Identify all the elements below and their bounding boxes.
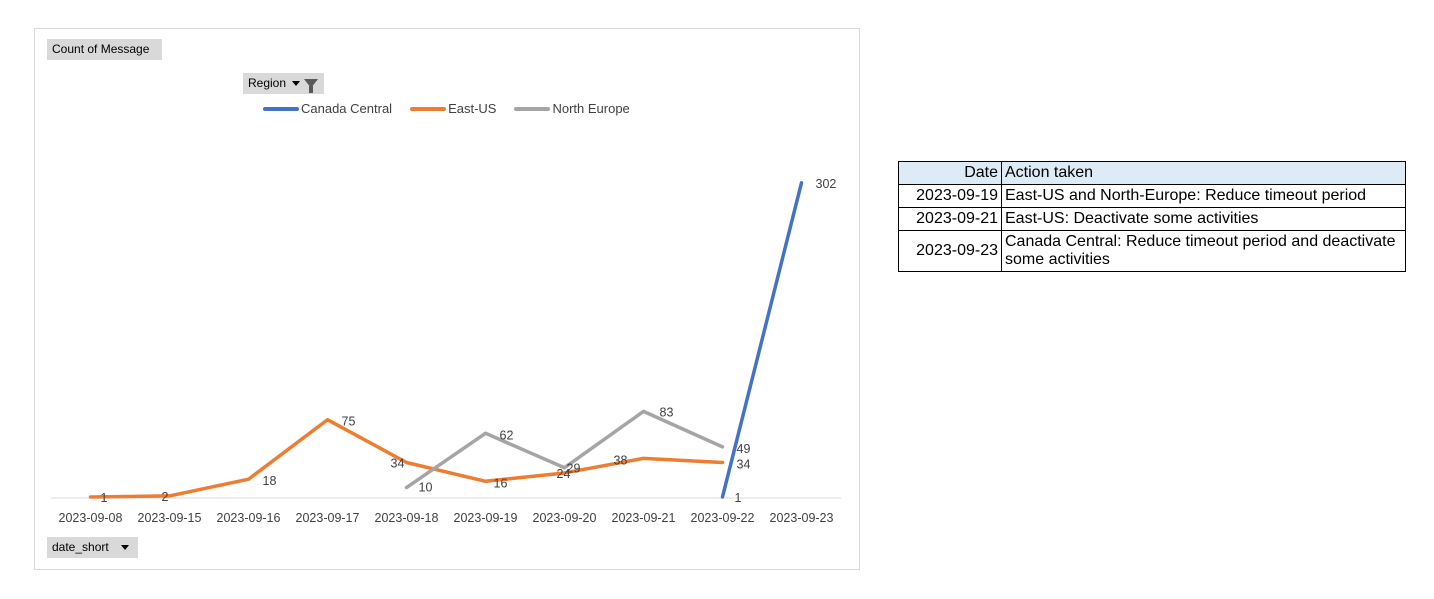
table-row: 2023-09-19 East-US and North-Europe: Red… bbox=[898, 184, 1406, 208]
dropdown-arrow-icon bbox=[120, 545, 129, 550]
legend-swatch bbox=[514, 106, 551, 111]
chart-legend: Canada Central East-US North Europe bbox=[263, 101, 630, 116]
legend-item-north-europe: North Europe bbox=[514, 101, 630, 116]
value-field-button[interactable]: Count of Message bbox=[47, 39, 162, 60]
data-label: 49 bbox=[737, 442, 751, 456]
data-label: 83 bbox=[660, 405, 674, 419]
row-action: Canada Central: Reduce timeout period an… bbox=[1001, 230, 1406, 272]
data-label: 34 bbox=[737, 458, 751, 472]
x-tick-label: 2023-09-08 bbox=[59, 511, 123, 525]
actions-table: Date Action taken 2023-09-19 East-US and… bbox=[898, 161, 1406, 272]
data-label: 10 bbox=[419, 481, 433, 495]
legend-label: Canada Central bbox=[301, 101, 393, 116]
table-header-row: Date Action taken bbox=[898, 161, 1406, 185]
x-tick-label: 2023-09-23 bbox=[770, 511, 834, 525]
data-label: 302 bbox=[816, 177, 837, 191]
series-line-east-us bbox=[88, 417, 725, 499]
data-label: 1 bbox=[735, 491, 742, 505]
x-tick-label: 2023-09-15 bbox=[138, 511, 202, 525]
legend-label: North Europe bbox=[552, 101, 630, 116]
row-action: East-US: Deactivate some activities bbox=[1001, 207, 1406, 231]
row-date: 2023-09-21 bbox=[898, 207, 1002, 231]
x-tick-label: 2023-09-20 bbox=[533, 511, 597, 525]
x-tick-label: 2023-09-19 bbox=[454, 511, 518, 525]
filter-icon bbox=[304, 79, 319, 93]
series-line-canada-central bbox=[720, 181, 804, 499]
x-tick-label: 2023-09-16 bbox=[217, 511, 281, 525]
data-label: 16 bbox=[494, 476, 508, 490]
axis-field-label: date_short bbox=[52, 540, 109, 554]
x-tick-label: 2023-09-21 bbox=[612, 511, 676, 525]
plot-area: 2023-09-08 2023-09-15 2023-09-16 2023-09-17… bbox=[51, 177, 841, 525]
data-label: 38 bbox=[614, 453, 628, 467]
row-date: 2023-09-23 bbox=[898, 230, 1002, 272]
data-label: 34 bbox=[391, 457, 405, 471]
data-label: 62 bbox=[500, 428, 514, 442]
dropdown-arrow-icon bbox=[292, 81, 301, 86]
pivot-chart[interactable]: Count of Message Region Canada Central E… bbox=[34, 28, 860, 570]
data-label: 75 bbox=[342, 415, 356, 429]
table-row: 2023-09-23 Canada Central: Reduce timeou… bbox=[898, 230, 1406, 272]
data-label: 1 bbox=[101, 491, 108, 505]
table-row: 2023-09-21 East-US: Deactivate some acti… bbox=[898, 207, 1406, 231]
header-action: Action taken bbox=[1001, 161, 1406, 185]
legend-swatch bbox=[263, 106, 299, 111]
legend-field-button[interactable]: Region bbox=[243, 73, 324, 94]
x-tick-label: 2023-09-22 bbox=[691, 511, 755, 525]
x-tick-label: 2023-09-17 bbox=[296, 511, 360, 525]
legend-swatch bbox=[410, 106, 447, 111]
data-label: 24 bbox=[557, 467, 571, 481]
data-label: 18 bbox=[263, 474, 277, 488]
row-date: 2023-09-19 bbox=[898, 184, 1002, 208]
legend-item-canada-central: Canada Central bbox=[263, 101, 392, 116]
row-action: East-US and North-Europe: Reduce timeout… bbox=[1001, 184, 1406, 208]
legend-item-east-us: East-US bbox=[410, 101, 496, 116]
header-date: Date bbox=[898, 161, 1002, 185]
data-label: 29 bbox=[567, 462, 581, 476]
series-line-north-europe bbox=[404, 409, 725, 490]
axis-field-button[interactable]: date_short bbox=[47, 537, 138, 558]
legend-label: East-US bbox=[448, 101, 497, 116]
x-tick-label: 2023-09-18 bbox=[375, 511, 439, 525]
value-field-label: Count of Message bbox=[52, 42, 150, 56]
legend-field-label: Region bbox=[248, 76, 287, 90]
data-label: 2 bbox=[162, 490, 169, 504]
